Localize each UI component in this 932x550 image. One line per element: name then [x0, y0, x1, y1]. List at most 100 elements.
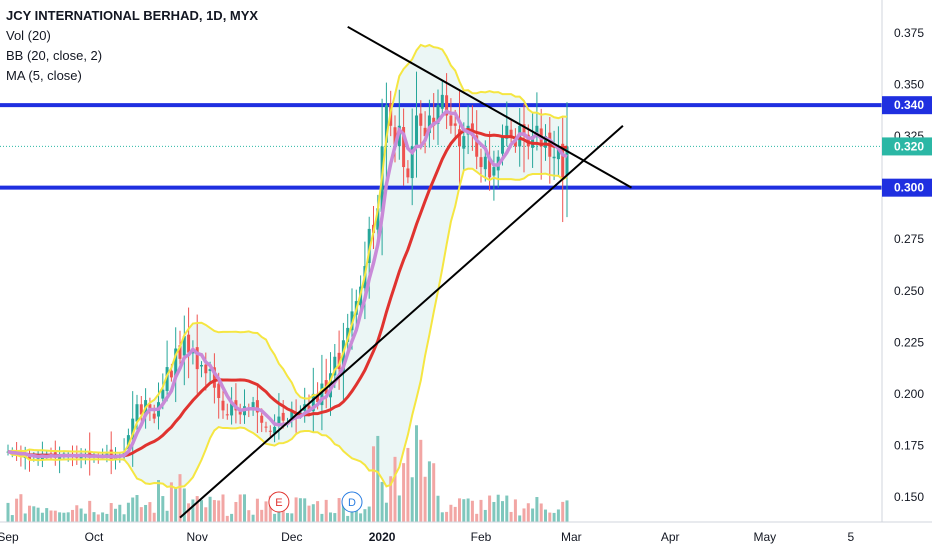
candle-body: [535, 125, 539, 134]
candle[interactable]: [415, 71, 418, 178]
volume-bar: [195, 496, 199, 522]
volume-bar: [118, 504, 122, 522]
legend-indicator-volume[interactable]: Vol (20): [6, 28, 51, 43]
candle[interactable]: [561, 117, 565, 223]
candle[interactable]: [565, 102, 569, 218]
candle[interactable]: [174, 327, 178, 403]
candle-body: [165, 367, 169, 391]
candle-body: [316, 393, 320, 403]
candle[interactable]: [268, 425, 272, 437]
candle[interactable]: [187, 307, 191, 379]
candle-body: [376, 208, 380, 230]
candle[interactable]: [423, 111, 427, 154]
volume-bar: [393, 456, 397, 522]
last-price-badge[interactable]: 0.320: [882, 137, 932, 156]
volume-bar: [350, 511, 354, 522]
candle[interactable]: [221, 389, 225, 419]
candle[interactable]: [238, 403, 242, 425]
price-badge-0.300[interactable]: 0.300: [882, 178, 932, 197]
candle[interactable]: [277, 393, 281, 440]
candle[interactable]: [393, 115, 397, 163]
time-tick-label: Mar: [561, 530, 582, 544]
candle-body: [152, 413, 156, 419]
volume-bar: [492, 501, 496, 522]
volume-bar: [363, 509, 367, 522]
candle[interactable]: [402, 108, 406, 186]
event-marker-D[interactable]: D: [341, 491, 363, 513]
candle[interactable]: [535, 92, 539, 151]
bollinger-lower[interactable]: [7, 167, 568, 490]
candle[interactable]: [230, 387, 234, 425]
volume-bar: [298, 498, 302, 522]
candle-body: [268, 430, 272, 432]
candle[interactable]: [449, 98, 453, 134]
candle[interactable]: [406, 160, 410, 184]
volume-bar: [453, 506, 457, 522]
volume-bar: [230, 513, 234, 522]
candle[interactable]: [432, 93, 436, 140]
candle[interactable]: [178, 330, 182, 369]
volume-bar: [174, 488, 178, 522]
volume-bar: [462, 499, 466, 522]
candle[interactable]: [165, 340, 169, 402]
candle-body: [255, 400, 259, 413]
volume-bar: [6, 502, 10, 522]
candle-body: [458, 129, 461, 147]
candle[interactable]: [212, 353, 216, 404]
volume-bar: [148, 502, 152, 522]
volume-bar: [531, 508, 535, 522]
volume-bar: [208, 496, 212, 522]
chart-legend: JCY INTERNATIONAL BERHAD, 1D, MYX Vol (2…: [6, 6, 258, 86]
volume-bar: [277, 511, 281, 522]
volume-bar: [200, 500, 203, 522]
candle[interactable]: [200, 361, 203, 378]
candle[interactable]: [479, 148, 483, 183]
candle[interactable]: [436, 89, 440, 146]
candle-body: [273, 426, 277, 434]
event-marker-E[interactable]: E: [268, 491, 290, 513]
candle-body: [131, 418, 135, 440]
candle[interactable]: [440, 80, 444, 118]
candle-body: [178, 345, 182, 359]
candle[interactable]: [427, 99, 431, 148]
volume-bar: [255, 498, 259, 522]
candle-body: [251, 402, 255, 411]
candle[interactable]: [182, 315, 186, 386]
legend-indicator-bollinger[interactable]: BB (20, close, 2): [6, 48, 103, 63]
legend-indicator-moving-average[interactable]: MA (5, close): [6, 68, 82, 83]
candle[interactable]: [410, 108, 414, 206]
candle[interactable]: [337, 330, 341, 390]
candle-body: [135, 404, 139, 422]
candle[interactable]: [492, 150, 496, 201]
volume-bar: [329, 512, 332, 522]
candle[interactable]: [264, 421, 268, 433]
volume-bar: [49, 510, 53, 522]
candle[interactable]: [290, 401, 294, 428]
price-badge-label: 0.320: [894, 139, 924, 153]
candle[interactable]: [458, 90, 461, 190]
candle[interactable]: [552, 130, 556, 181]
volume-bar: [268, 495, 272, 522]
volume-bar: [290, 513, 294, 522]
candle-body: [337, 352, 341, 370]
trendline-2[interactable]: [179, 125, 624, 519]
volume-bar: [169, 482, 173, 522]
candle[interactable]: [505, 101, 509, 147]
candle[interactable]: [273, 414, 277, 443]
event-marker-circle: [341, 491, 363, 513]
volume-bar: [436, 495, 440, 522]
candle-body: [522, 124, 526, 137]
price-badge-0.340[interactable]: 0.340: [882, 96, 932, 115]
volume-bar: [165, 510, 169, 522]
candle[interactable]: [419, 100, 423, 150]
candle-body: [419, 113, 423, 126]
bollinger-upper[interactable]: [7, 43, 568, 454]
candle-body: [277, 416, 281, 426]
candle[interactable]: [225, 403, 229, 420]
candle-body: [393, 127, 397, 147]
candle[interactable]: [135, 394, 139, 436]
price-badge-bg: [882, 137, 932, 156]
candle[interactable]: [251, 396, 255, 416]
